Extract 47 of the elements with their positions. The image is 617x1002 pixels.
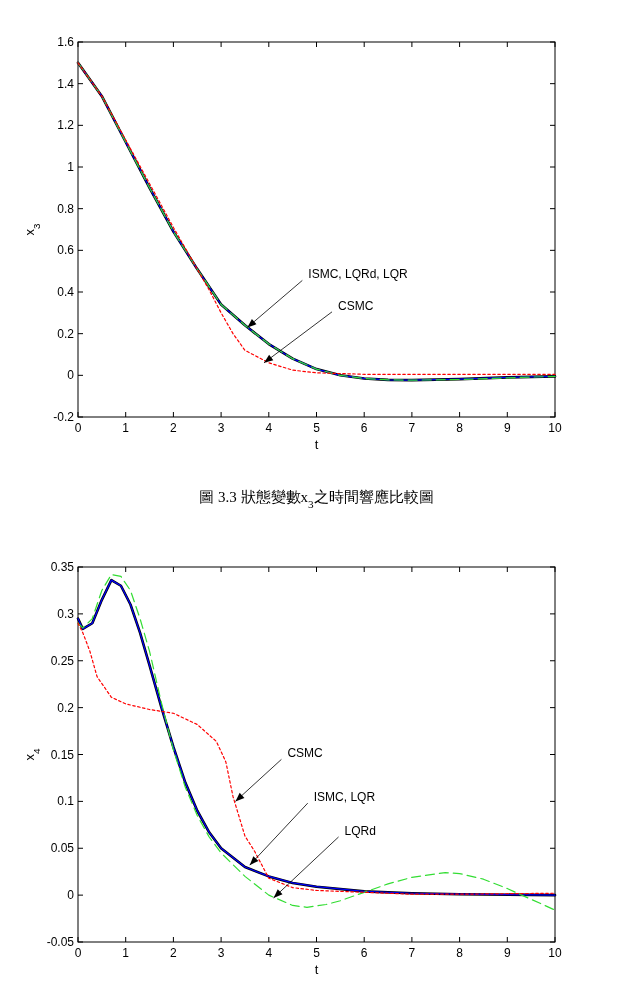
x-tick-label: 4: [265, 946, 273, 960]
x-tick-label: 9: [503, 946, 511, 960]
annotation: ISMC, LQR: [313, 790, 376, 805]
caption: 圖 3.3 狀態變數x$_{3}$之時間響應比較圖: [199, 489, 434, 510]
y-tick-label: -0.2: [53, 410, 75, 424]
x-tick-label: 2: [170, 946, 178, 960]
x-tick-label: 10: [548, 946, 562, 960]
x-axis-title: t: [314, 962, 319, 977]
y-tick-label: 0: [67, 368, 75, 383]
annotation: CSMC: [287, 746, 324, 761]
x-tick-label: 1: [122, 421, 130, 435]
x-tick-label: 3: [217, 946, 225, 960]
y-tick-label: 0.6: [57, 243, 75, 258]
x-tick-label: 1: [122, 946, 130, 960]
y-tick-label: 0.2: [57, 326, 75, 341]
y-tick-label: 1.2: [57, 118, 75, 133]
y-tick-label: -0.05: [46, 935, 75, 949]
y-tick-label: 0.8: [57, 201, 75, 216]
y-tick-label: 0.2: [57, 700, 75, 715]
x-tick-label: 6: [360, 421, 368, 435]
y-tick-label: 0: [67, 888, 75, 903]
y-tick-label: 0.35: [50, 560, 75, 574]
x-tick-label: 9: [503, 421, 511, 435]
y-tick-label: 0.25: [50, 653, 75, 668]
y-tick-label: 1: [67, 160, 75, 174]
y-tick-label: 0.15: [50, 747, 75, 762]
x-tick-label: 5: [313, 946, 321, 960]
x-tick-label: 10: [548, 421, 562, 435]
y-tick-label: 0.1: [57, 794, 75, 809]
x-tick-label: 4: [265, 421, 273, 435]
x-tick-label: 7: [408, 421, 416, 435]
annotation: LQRd: [344, 823, 376, 838]
x-tick-label: 3: [217, 421, 225, 435]
x-tick-label: 6: [360, 946, 368, 960]
y-tick-label: 1.4: [57, 76, 75, 91]
annotation: ISMC, LQRd, LQR: [308, 267, 409, 282]
x-tick-label: 5: [313, 421, 321, 435]
x-tick-label: 7: [408, 946, 416, 960]
y-tick-label: 0.3: [57, 606, 75, 621]
x-tick-label: 8: [456, 946, 464, 960]
y-tick-label: 1.6: [57, 35, 75, 49]
x-axis-title: t: [314, 437, 319, 452]
annotation: CSMC: [338, 298, 374, 313]
x-tick-label: 8: [456, 421, 464, 435]
y-tick-label: 0.4: [57, 285, 75, 299]
y-tick-label: 0.05: [50, 841, 75, 856]
x-tick-label: 2: [170, 421, 178, 435]
